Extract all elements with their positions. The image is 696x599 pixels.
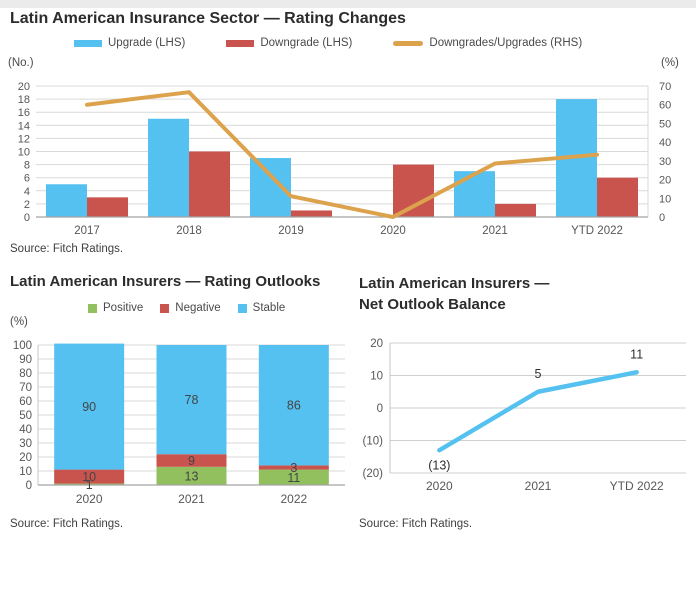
svg-text:10: 10 xyxy=(82,470,96,484)
svg-text:5: 5 xyxy=(535,367,542,381)
svg-text:0: 0 xyxy=(26,480,32,492)
svg-text:10: 10 xyxy=(659,193,671,205)
legend-label-ratio: Downgrades/Upgrades (RHS) xyxy=(429,37,583,49)
svg-text:6: 6 xyxy=(24,173,30,185)
chart1-left-axis-unit: (No.) xyxy=(8,57,34,69)
svg-text:40: 40 xyxy=(659,137,671,149)
rating-outlooks-plot: 0102030405060708090100110902020139782021… xyxy=(13,340,345,506)
svg-text:YTD 2022: YTD 2022 xyxy=(571,225,623,237)
upgrade-swatch-icon xyxy=(74,39,102,47)
svg-text:2020: 2020 xyxy=(76,492,103,506)
svg-text:16: 16 xyxy=(18,107,30,119)
svg-text:78: 78 xyxy=(185,393,199,407)
svg-text:70: 70 xyxy=(659,81,671,93)
svg-text:10: 10 xyxy=(370,371,383,383)
chart3-title: Latin American Insurers — Net Outlook Ba… xyxy=(359,273,549,315)
svg-text:2021: 2021 xyxy=(525,479,552,493)
svg-text:0: 0 xyxy=(377,403,383,415)
svg-text:4: 4 xyxy=(24,186,30,198)
svg-text:3: 3 xyxy=(290,461,297,475)
stable-swatch-icon xyxy=(237,303,247,313)
legend-item-ratio: Downgrades/Upgrades (RHS) xyxy=(393,37,582,49)
svg-text:60: 60 xyxy=(659,100,671,112)
svg-text:2022: 2022 xyxy=(280,492,307,506)
legend-item-downgrade: Downgrade (LHS) xyxy=(226,37,352,49)
svg-text:100: 100 xyxy=(13,340,32,352)
svg-text:(13): (13) xyxy=(428,458,450,472)
svg-text:9: 9 xyxy=(188,454,195,468)
svg-text:80: 80 xyxy=(19,368,32,380)
svg-text:20: 20 xyxy=(370,338,383,350)
chart1-right-axis-unit: (%) xyxy=(661,57,679,69)
svg-text:90: 90 xyxy=(82,400,96,414)
svg-text:30: 30 xyxy=(659,156,671,168)
svg-text:11: 11 xyxy=(630,347,643,361)
svg-text:0: 0 xyxy=(24,212,30,224)
downgrade-swatch-icon xyxy=(226,39,255,47)
svg-text:18: 18 xyxy=(18,94,30,106)
legend-label-upgrade: Upgrade (LHS) xyxy=(108,37,186,49)
svg-text:2018: 2018 xyxy=(176,225,202,237)
chart2-axis-unit: (%) xyxy=(10,316,28,328)
svg-text:20: 20 xyxy=(18,81,30,93)
svg-text:(10): (10) xyxy=(363,436,384,448)
chart2-source: Source: Fitch Ratings. xyxy=(10,518,124,530)
legend-item-positive: Positive xyxy=(88,302,143,314)
svg-text:2021: 2021 xyxy=(178,492,205,506)
negative-swatch-icon xyxy=(160,303,170,313)
svg-text:1: 1 xyxy=(86,478,93,492)
positive-swatch-icon xyxy=(88,303,97,313)
legend-label-positive: Positive xyxy=(103,302,144,314)
svg-text:2021: 2021 xyxy=(482,225,508,237)
svg-text:13: 13 xyxy=(185,469,199,483)
svg-text:2017: 2017 xyxy=(74,225,100,237)
legend-item-negative: Negative xyxy=(160,302,221,314)
svg-text:20: 20 xyxy=(19,452,32,464)
top-edge-strip xyxy=(0,0,696,8)
svg-text:50: 50 xyxy=(19,410,32,422)
svg-text:86: 86 xyxy=(287,399,301,413)
svg-text:11: 11 xyxy=(287,471,300,485)
svg-text:YTD 2022: YTD 2022 xyxy=(610,479,664,493)
chart2-legend: Positive Negative Stable xyxy=(88,302,285,314)
legend-label-downgrade: Downgrade (LHS) xyxy=(260,37,353,49)
legend-item-upgrade: Upgrade (LHS) xyxy=(74,37,185,49)
svg-text:2019: 2019 xyxy=(278,225,304,237)
svg-text:20: 20 xyxy=(659,175,671,187)
chart3-source: Source: Fitch Ratings. xyxy=(359,518,473,530)
svg-text:50: 50 xyxy=(659,118,671,130)
chart3-title-line1: Latin American Insurers — xyxy=(359,275,550,292)
svg-text:8: 8 xyxy=(24,160,30,172)
svg-text:90: 90 xyxy=(19,354,32,366)
legend-label-stable: Stable xyxy=(252,302,286,314)
chart1-title: Latin American Insurance Sector — Rating… xyxy=(10,10,406,27)
svg-text:2: 2 xyxy=(24,199,30,211)
svg-text:14: 14 xyxy=(18,120,30,132)
svg-text:10: 10 xyxy=(19,466,32,478)
chart3-title-line2: Net Outlook Balance xyxy=(359,296,506,313)
chart1-legend: Upgrade (LHS) Downgrade (LHS) Downgrades… xyxy=(74,37,582,49)
svg-text:70: 70 xyxy=(19,382,32,394)
svg-text:2020: 2020 xyxy=(426,479,453,493)
net-outlook-balance-plot: 20 10 0 (10) (20) (13) 5 11 2020 2021 YTD 2022 xyxy=(363,338,686,493)
legend-label-negative: Negative xyxy=(175,302,221,314)
chart2-title: Latin American Insurers — Rating Outlook… xyxy=(10,273,321,290)
svg-text:60: 60 xyxy=(19,396,32,408)
svg-text:30: 30 xyxy=(19,438,32,450)
legend-item-stable: Stable xyxy=(237,302,286,314)
svg-text:0: 0 xyxy=(659,212,665,224)
svg-text:12: 12 xyxy=(18,133,30,145)
svg-text:(20): (20) xyxy=(363,468,384,480)
svg-text:2020: 2020 xyxy=(380,225,406,237)
ratio-line-swatch-icon xyxy=(393,40,424,46)
svg-text:10: 10 xyxy=(18,147,30,159)
svg-text:40: 40 xyxy=(19,424,32,436)
chart1-source: Source: Fitch Ratings. xyxy=(10,243,124,255)
